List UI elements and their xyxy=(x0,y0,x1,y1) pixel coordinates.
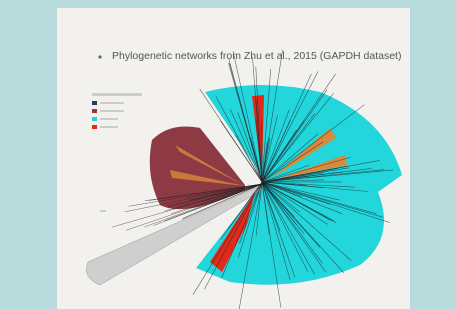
legend-text xyxy=(100,126,118,128)
legend-swatch xyxy=(92,101,97,105)
legend-swatch xyxy=(92,125,97,129)
scene xyxy=(0,0,456,309)
slide-title: Phylogenetic networks from Zhu et al., 2… xyxy=(112,50,401,62)
legend-text xyxy=(100,102,124,104)
legend-swatch xyxy=(92,109,97,113)
legend-swatch xyxy=(92,117,97,121)
legend-text xyxy=(100,110,124,112)
scale-text xyxy=(100,210,106,212)
bullet xyxy=(98,55,101,58)
legend-heading xyxy=(92,93,142,96)
photo: Phylogenetic networks from Zhu et al., 2… xyxy=(0,0,456,309)
legend-text xyxy=(100,118,118,120)
